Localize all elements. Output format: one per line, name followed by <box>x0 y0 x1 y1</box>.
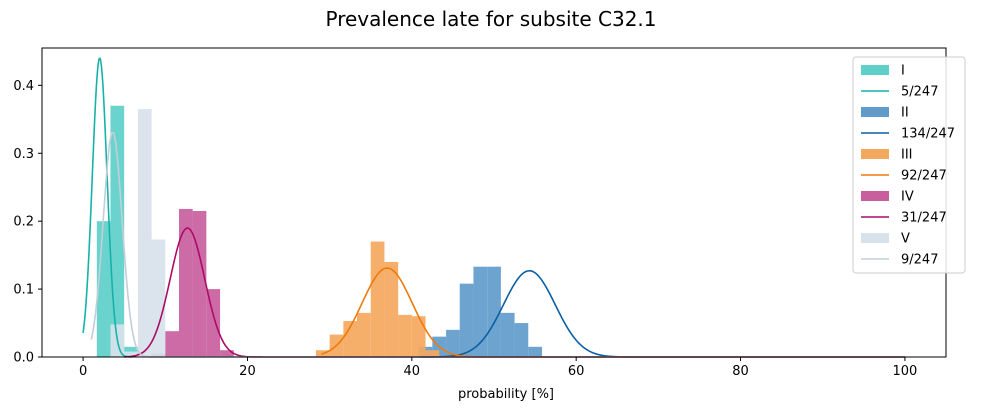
hist-bar-V-1 <box>124 351 138 357</box>
hist-bar-III-3 <box>357 312 371 357</box>
hist-bar-III-5 <box>384 261 399 357</box>
hist-bar-III-8 <box>425 350 440 357</box>
legend-label-9-247: 9/247 <box>901 253 938 268</box>
hist-bar-II-2 <box>446 329 460 357</box>
y-tick-label-3: 0.3 <box>13 147 34 162</box>
hist-bar-IV-1 <box>165 331 179 357</box>
legend-label-III: III <box>901 148 913 163</box>
legend-label-134-247: 134/247 <box>901 127 955 142</box>
hist-bar-V-2 <box>137 109 152 357</box>
hist-bar-II-3 <box>459 283 474 357</box>
hist-bar-III-2 <box>343 321 358 357</box>
hist-bar-III-6 <box>398 314 412 357</box>
y-tick-label-2: 0.2 <box>13 215 34 230</box>
hist-bar-II-7 <box>514 323 529 357</box>
x-tick-label-100: 100 <box>892 364 917 379</box>
hist-bar-I-0 <box>96 221 111 357</box>
legend-label-31-247: 31/247 <box>901 211 947 226</box>
x-tick-label-40: 40 <box>404 364 421 379</box>
legend-label-5-247: 5/247 <box>901 85 938 100</box>
legend-label-92-247: 92/247 <box>901 169 947 184</box>
x-tick-label-60: 60 <box>568 364 585 379</box>
hist-bar-IV-5 <box>220 350 234 357</box>
legend-label-IV: IV <box>901 190 914 205</box>
legend-label-I: I <box>901 64 905 79</box>
hist-bar-V-3 <box>151 239 166 357</box>
x-tick-label-20: 20 <box>239 364 256 379</box>
legend-label-V: V <box>901 232 910 247</box>
x-tick-label-0: 0 <box>79 364 87 379</box>
legend-swatch-V <box>861 233 889 243</box>
legend: I 5/247 II 134/247 III 92/247 IV 31/247 V 9/247 <box>852 56 966 274</box>
hist-bar-III-7 <box>411 316 426 357</box>
y-tick-label-0: 0.0 <box>13 351 34 366</box>
hist-bar-II-8 <box>528 346 542 357</box>
x-axis-label: probability [%] <box>458 387 554 402</box>
hist-bar-I-1 <box>110 105 125 357</box>
legend-swatch-III <box>861 149 889 159</box>
hist-bar-III-4 <box>370 241 385 357</box>
hist-bar-IV-4 <box>206 289 221 357</box>
hist-bar-II-4 <box>473 266 488 357</box>
density-curve-5-247 <box>82 57 133 358</box>
legend-swatch-I <box>861 65 889 75</box>
chart-title: Prevalence late for subsite C32.1 <box>325 7 656 31</box>
x-tick-label-80: 80 <box>732 364 749 379</box>
legend-swatch-IV <box>861 191 889 201</box>
legend-swatch-II <box>861 107 889 117</box>
y-tick-label-4: 0.4 <box>13 79 34 94</box>
hist-bar-II-5 <box>487 266 501 357</box>
axes: 0 20 40 60 80 100 0.0 0.1 0.2 0.3 0.4 <box>13 79 917 379</box>
hist-bar-IV-2 <box>178 208 193 357</box>
hist-bar-II-6 <box>500 312 515 357</box>
plot-area <box>82 57 905 358</box>
hist-bar-IV-3 <box>192 210 207 357</box>
y-tick-label-1: 0.1 <box>13 283 34 298</box>
legend-label-II: II <box>901 106 909 121</box>
